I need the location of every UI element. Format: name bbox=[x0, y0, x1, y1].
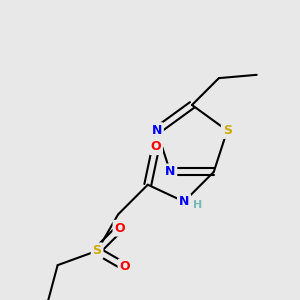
Text: N: N bbox=[179, 195, 189, 208]
Text: O: O bbox=[119, 260, 130, 273]
Text: O: O bbox=[114, 222, 125, 235]
Text: N: N bbox=[165, 165, 175, 178]
Text: S: S bbox=[223, 124, 232, 137]
Text: O: O bbox=[151, 140, 161, 153]
Text: S: S bbox=[93, 244, 102, 257]
Text: N: N bbox=[152, 124, 162, 137]
Text: H: H bbox=[194, 200, 203, 210]
